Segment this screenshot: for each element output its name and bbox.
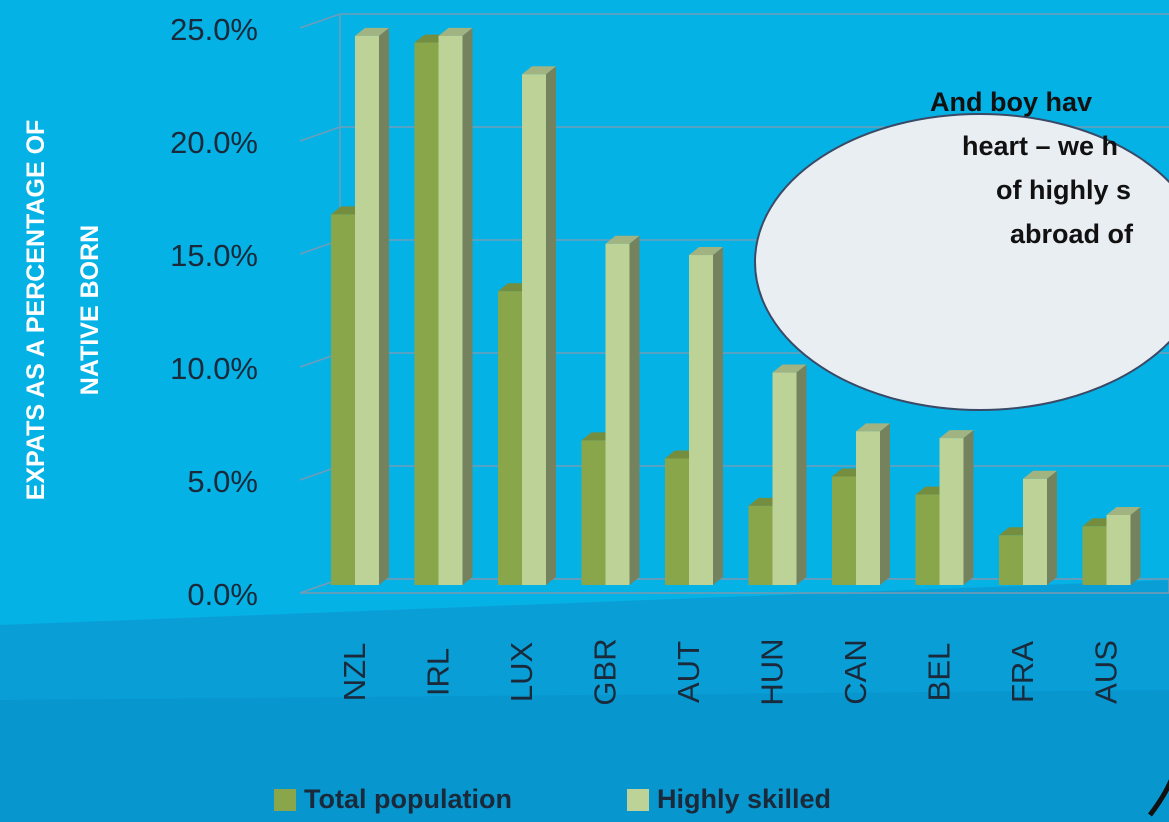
x-tick-label: NZL — [337, 643, 372, 702]
bar — [414, 42, 439, 586]
legend-label: Total population — [304, 784, 512, 814]
y-tick-label: 0.0% — [187, 577, 258, 612]
bar — [438, 35, 463, 585]
bar-side — [546, 66, 556, 586]
bar — [856, 431, 880, 585]
bars — [331, 27, 1141, 586]
legend-label: Highly skilled — [657, 784, 831, 814]
y-axis-title: NATIVE BORN — [76, 225, 104, 395]
x-tick-label: CAN — [838, 639, 873, 704]
bar — [999, 535, 1023, 585]
bar-top — [1106, 506, 1141, 515]
x-tick-label: LUX — [504, 642, 539, 703]
bar-top — [1023, 470, 1057, 479]
bar — [605, 243, 630, 586]
x-tick-label: GBR — [588, 638, 623, 705]
annotation: And boy hav heart – we h of highly s abroad… — [930, 87, 1134, 249]
corner-curve — [1148, 779, 1169, 817]
bar-side — [963, 430, 974, 585]
bar — [1023, 478, 1047, 585]
x-tick-label: AUT — [671, 641, 706, 703]
bar-side — [462, 27, 473, 585]
bar-top — [355, 27, 389, 36]
bar-top — [939, 430, 974, 439]
legend-swatch — [627, 789, 649, 811]
legend-swatch — [274, 789, 296, 811]
bar-side — [1047, 470, 1057, 585]
x-tick-label: HUN — [755, 638, 790, 705]
callout-text: abroad of — [1010, 219, 1134, 249]
bar — [915, 494, 940, 585]
legend: Total population Highly skilled — [274, 784, 831, 814]
bar — [748, 505, 773, 585]
bar — [832, 476, 856, 585]
callout-text: And boy hav — [930, 87, 1092, 117]
background-band — [0, 690, 1169, 822]
x-tick-label: IRL — [421, 648, 456, 696]
bar — [498, 291, 522, 585]
bar — [665, 458, 689, 585]
y-tick-label: 15.0% — [170, 238, 258, 273]
bar-top — [438, 27, 473, 36]
x-tick-label: AUS — [1089, 640, 1124, 704]
callout — [754, 113, 1169, 817]
bar — [1106, 514, 1131, 585]
bar — [689, 255, 713, 586]
y-tick-label: 10.0% — [170, 351, 258, 386]
bar — [331, 214, 355, 586]
bar — [522, 74, 546, 586]
bar-side — [880, 423, 890, 585]
bar-top — [689, 247, 723, 256]
y-axis-title: EXPATS AS A PERCENTAGE OF — [22, 120, 50, 501]
bar-side — [629, 235, 640, 586]
y-tick-label: 25.0% — [170, 12, 258, 47]
bar-side — [1130, 506, 1141, 585]
bar-side — [379, 27, 389, 585]
y-tick-label: 20.0% — [170, 125, 258, 160]
bar — [939, 438, 964, 585]
bar-top — [605, 235, 640, 244]
bar-top — [772, 364, 807, 373]
bar — [1082, 526, 1107, 585]
bar — [581, 440, 606, 585]
bar-top — [856, 423, 890, 432]
bar-side — [713, 247, 723, 586]
bar-side — [796, 364, 807, 585]
callout-bubble — [754, 113, 1169, 411]
x-tick-label: BEL — [922, 643, 957, 702]
bar — [355, 35, 379, 585]
callout-text: heart – we h — [962, 131, 1118, 161]
callout-text: of highly s — [996, 175, 1131, 205]
bar-top — [522, 66, 556, 75]
x-tick-label: FRA — [1005, 641, 1040, 703]
bar — [772, 372, 797, 585]
y-tick-label: 5.0% — [187, 464, 258, 499]
